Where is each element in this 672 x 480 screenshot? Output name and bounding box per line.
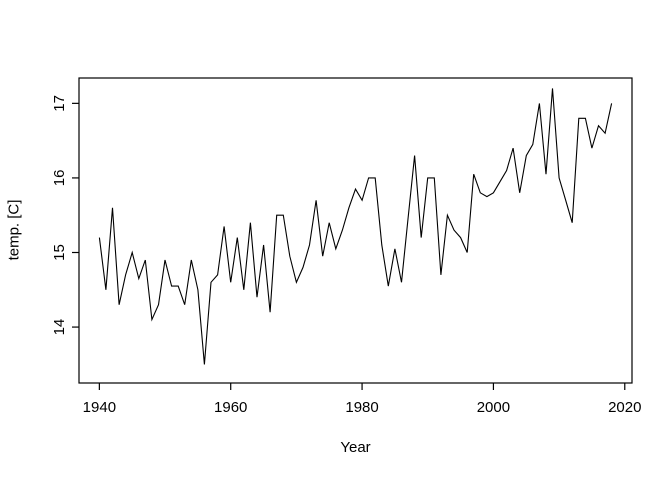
plot-frame <box>78 77 633 384</box>
y-axis-tick-label: 17 <box>51 95 68 112</box>
x-axis-tick-label: 1960 <box>214 399 247 416</box>
y-axis-tick-label: 16 <box>51 170 68 187</box>
x-axis-title: Year <box>340 439 371 456</box>
y-axis-tick-label: 14 <box>51 319 68 336</box>
y-axis-tick-label: 15 <box>51 244 68 261</box>
x-axis-tick-label: 2020 <box>608 399 641 416</box>
x-axis-tick-label: 1940 <box>83 399 116 416</box>
temperature-series-line <box>98 88 613 365</box>
x-axis-tick-label: 1980 <box>345 399 378 416</box>
x-axis-tick-label: 2000 <box>477 399 510 416</box>
y-axis-title: temp. [C] <box>5 199 23 261</box>
